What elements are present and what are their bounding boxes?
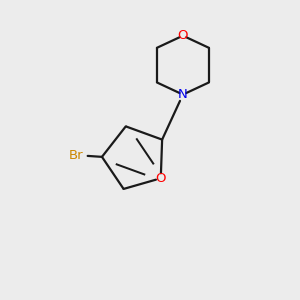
Text: N: N [178,88,188,101]
Text: O: O [178,29,188,42]
Text: Br: Br [69,148,83,162]
Text: O: O [155,172,166,185]
